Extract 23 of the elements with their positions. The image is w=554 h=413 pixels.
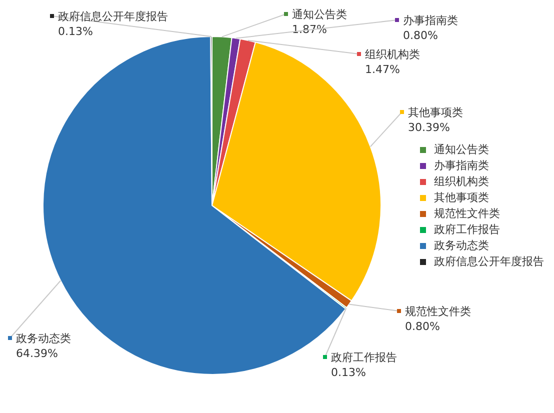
category-label: 办事指南类: [434, 159, 489, 172]
data-label: 0.80%: [403, 28, 438, 42]
data-label: 0.80%: [405, 320, 440, 333]
legend-label: 政府信息公开年度报告: [58, 10, 168, 23]
category-label: 组织机构类: [434, 175, 489, 188]
data-label: 64.39%: [16, 346, 58, 360]
data-label: 0.13%: [58, 24, 93, 38]
category-label: 政府工作报告: [434, 223, 500, 236]
category-label: 规范性文件类: [434, 207, 500, 220]
data-label: 0.13%: [331, 366, 366, 379]
legend-label: 通知公告类: [292, 8, 347, 21]
category-label: 通知公告类: [434, 143, 489, 156]
legend-label: 规范性文件类: [405, 304, 471, 318]
category-label: 其他事项类: [434, 191, 489, 204]
data-label: 1.47%: [365, 62, 400, 76]
legend-label: 政府工作报告: [331, 350, 397, 364]
legend-label: 办事指南类: [403, 14, 458, 27]
category-label: 政务动态类: [434, 239, 489, 252]
legend-label: 其他事项类: [408, 106, 463, 119]
legend-label: 政务动态类: [16, 332, 71, 345]
data-label: 30.39%: [408, 120, 450, 134]
legend-label: 组织机构类: [365, 48, 420, 61]
category-label: 政府信息公开年度报告: [434, 255, 544, 268]
